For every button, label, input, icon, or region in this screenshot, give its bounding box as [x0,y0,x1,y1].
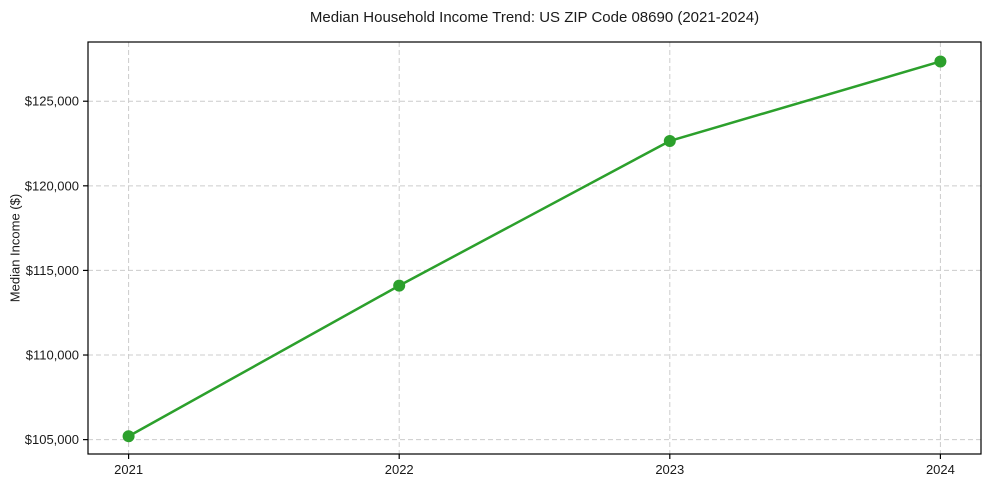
data-point-2024 [934,55,947,68]
chart-title: Median Household Income Trend: US ZIP Co… [309,9,760,26]
y-tick-label: $115,000 [26,263,79,278]
data-point-2023 [663,134,676,147]
y-tick-label: $105,000 [25,432,79,447]
x-tick-label: 2022 [385,462,414,477]
plot-border [87,41,982,455]
y-tick-label: $110,000 [26,348,79,363]
y-axis-label: Median Income ($) [7,193,23,303]
data-point-2021 [122,430,135,443]
x-tick-label: 2021 [114,462,143,477]
x-tick-label: 2024 [926,462,955,477]
data-point-2022 [393,279,406,292]
y-tick-label: $125,000 [25,94,79,109]
trend-line [127,60,942,438]
x-tick-label: 2023 [655,462,684,477]
y-tick-label: $120,000 [25,178,79,193]
